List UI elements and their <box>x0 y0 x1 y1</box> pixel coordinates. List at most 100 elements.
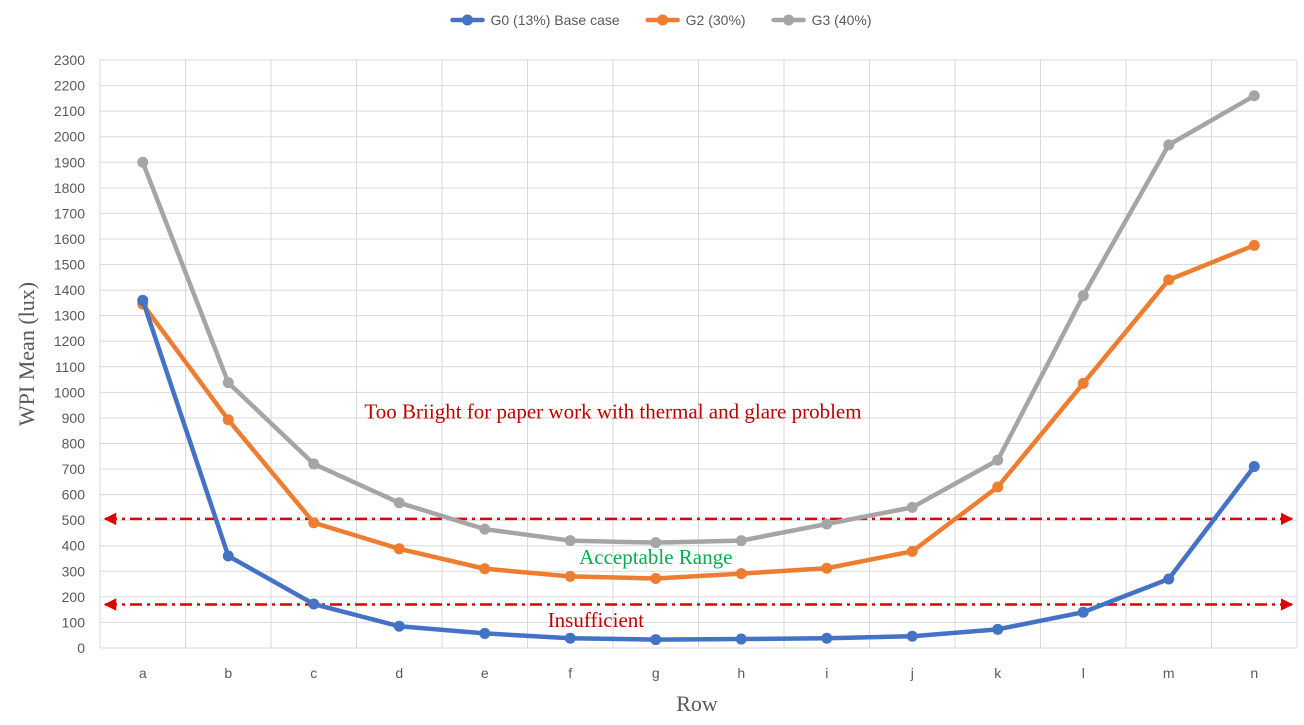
x-tick-label: b <box>224 665 232 681</box>
y-tick-label: 500 <box>62 512 86 528</box>
data-point <box>1248 460 1260 472</box>
tick-labels: 0 100 200 300 400 500 600 700 800 900 1000 1100 1200… <box>54 52 1258 681</box>
annotations: Too Briight for paper work with thermal … <box>364 400 861 632</box>
data-point <box>479 523 491 535</box>
data-point <box>564 535 576 547</box>
x-tick-label: m <box>1163 665 1175 681</box>
y-tick-label: 1100 <box>55 359 85 375</box>
x-tick-label: c <box>310 665 317 681</box>
y-tick-label: 600 <box>62 487 86 503</box>
x-tick-label: i <box>825 665 828 681</box>
data-point <box>393 497 405 509</box>
y-tick-label: 1900 <box>54 154 85 170</box>
y-tick-label: 1300 <box>54 308 85 324</box>
data-point <box>393 543 405 555</box>
y-tick-label: 2200 <box>54 78 85 94</box>
y-tick-label: 1800 <box>54 180 85 196</box>
data-point <box>308 458 320 470</box>
data-point <box>821 518 833 530</box>
data-point <box>308 517 320 529</box>
y-tick-label: 400 <box>62 538 86 554</box>
data-point <box>137 294 149 306</box>
data-point <box>1077 377 1089 389</box>
series-line <box>140 298 1257 642</box>
x-axis-title: Row <box>676 691 718 716</box>
data-point <box>479 627 491 639</box>
y-tick-label: 2000 <box>54 129 85 145</box>
data-point <box>479 563 491 575</box>
series-line <box>140 93 1257 545</box>
data-point <box>1248 90 1260 102</box>
data-point <box>1163 274 1175 286</box>
x-tick-label: h <box>737 665 745 681</box>
y-tick-label: 1400 <box>54 282 85 298</box>
data-point <box>564 570 576 582</box>
data-point <box>308 598 320 610</box>
x-tick-label: n <box>1250 665 1258 681</box>
y-tick-label: 200 <box>62 589 86 605</box>
data-point <box>222 550 234 562</box>
data-point <box>1248 239 1260 251</box>
x-tick-label: g <box>652 665 660 681</box>
data-point <box>992 454 1004 466</box>
data-point <box>393 620 405 632</box>
data-point <box>650 634 662 646</box>
y-tick-label: 0 <box>77 640 85 656</box>
legend-item: G2 (30%) <box>645 12 746 28</box>
data-point <box>1163 139 1175 151</box>
legend: G0 (13%) Base case G2 (30%) G3 (40%) <box>450 12 872 28</box>
data-point <box>735 633 747 645</box>
x-tick-label: e <box>481 665 489 681</box>
data-point <box>735 568 747 580</box>
y-tick-label: 100 <box>62 614 86 630</box>
data-point <box>564 632 576 644</box>
data-point <box>992 481 1004 493</box>
data-point <box>137 156 149 168</box>
data-point <box>1077 290 1089 302</box>
y-tick-label: 700 <box>62 461 86 477</box>
annotation-text: Insufficient <box>548 608 645 632</box>
data-point <box>992 623 1004 635</box>
data-point <box>1163 573 1175 585</box>
data-point <box>650 537 662 549</box>
y-tick-label: 1000 <box>54 384 85 400</box>
y-tick-label: 900 <box>62 410 86 426</box>
x-tick-label: f <box>568 665 572 681</box>
x-tick-label: k <box>994 665 1002 681</box>
series-layer <box>137 90 1260 646</box>
y-axis-title: WPI Mean (lux) <box>14 282 39 426</box>
legend-item: G3 (40%) <box>771 12 872 28</box>
y-tick-label: 2300 <box>54 52 85 68</box>
data-point <box>1077 606 1089 618</box>
legend-item: G0 (13%) Base case <box>450 12 620 28</box>
legend-marker-icon <box>783 14 795 26</box>
data-point <box>906 501 918 513</box>
y-tick-label: 300 <box>62 563 86 579</box>
data-point <box>821 632 833 644</box>
legend-label: G0 (13%) Base case <box>490 12 619 28</box>
x-tick-label: j <box>910 665 914 681</box>
reference-lines <box>103 512 1294 611</box>
data-point <box>222 414 234 426</box>
x-tick-label: d <box>395 665 403 681</box>
y-tick-label: 1500 <box>54 257 85 273</box>
legend-marker-icon <box>461 14 473 26</box>
legend-label: G2 (30%) <box>686 12 746 28</box>
legend-marker-icon <box>657 14 669 26</box>
y-tick-label: 800 <box>62 435 86 451</box>
data-point <box>650 572 662 584</box>
annotation-text: Acceptable Range <box>579 545 732 569</box>
y-tick-label: 1700 <box>54 205 85 221</box>
data-point <box>821 562 833 574</box>
y-tick-label: 1600 <box>54 231 85 247</box>
data-point <box>906 630 918 642</box>
data-point <box>222 377 234 389</box>
data-point <box>735 535 747 547</box>
data-point <box>906 545 918 557</box>
y-tick-label: 2100 <box>54 103 85 119</box>
legend-label: G3 (40%) <box>812 12 872 28</box>
annotation-text: Too Briight for paper work with thermal … <box>364 400 861 424</box>
series-line <box>140 243 1257 581</box>
